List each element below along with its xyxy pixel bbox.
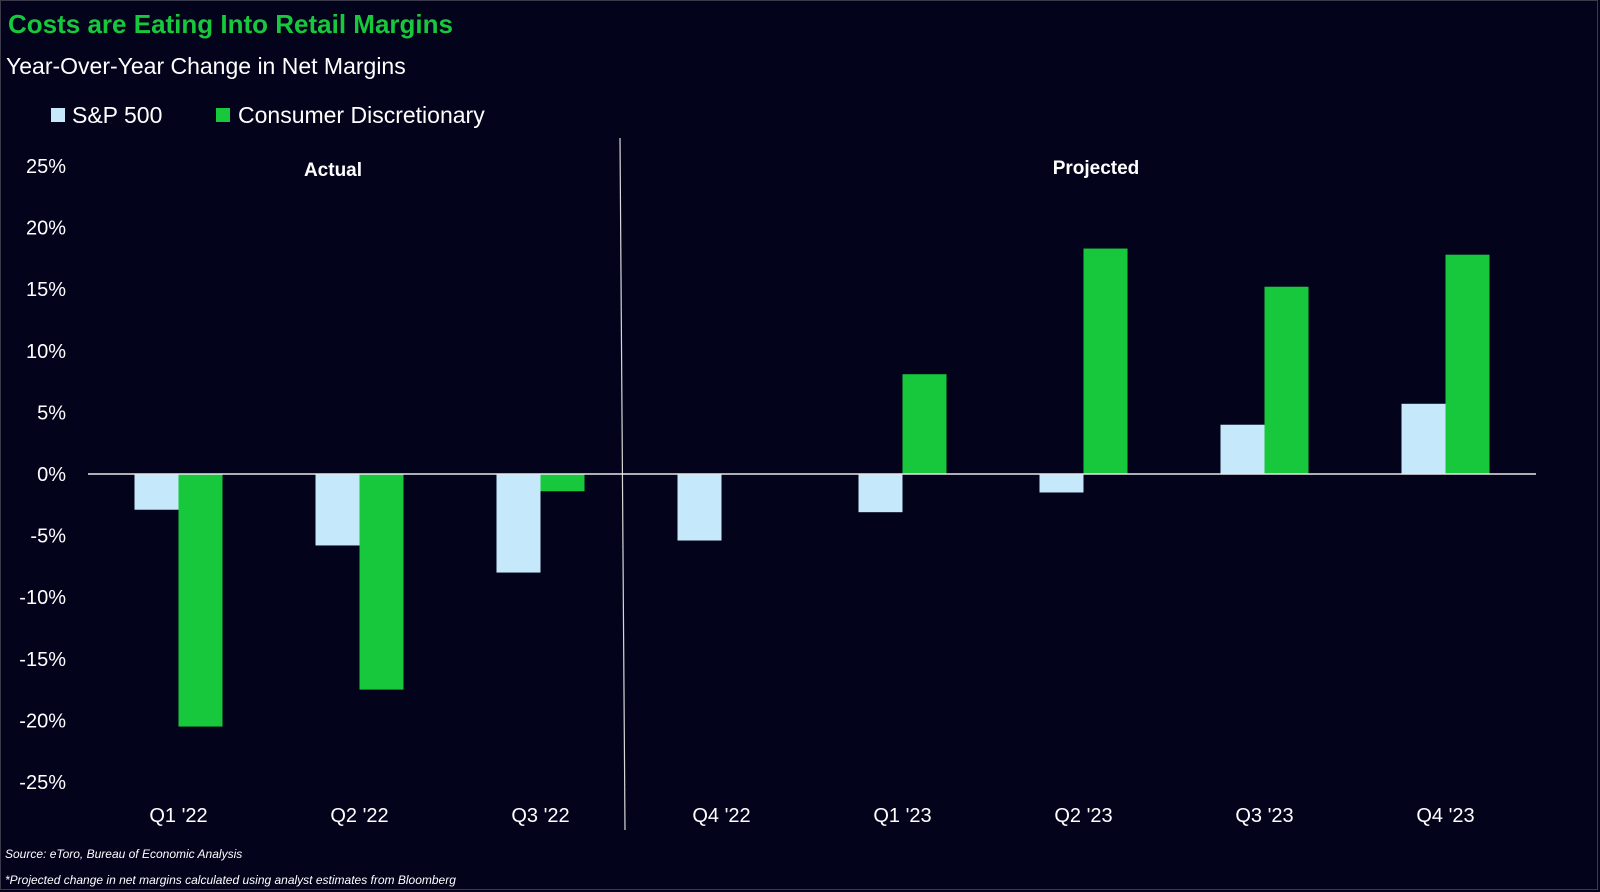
- x-tick-label: Q2 '23: [1054, 805, 1112, 827]
- bar-sp500: [677, 474, 722, 541]
- bar-sp500: [134, 474, 179, 510]
- y-tick-label: -5%: [30, 526, 66, 548]
- actual-projected-divider: [619, 137, 626, 831]
- bar-consumer-discretionary: [178, 474, 223, 727]
- region-label-actual: Actual: [304, 160, 362, 181]
- x-tick-label: Q1 '22: [149, 805, 207, 827]
- bar-sp500: [858, 474, 903, 513]
- chart-title: Costs are Eating Into Retail Margins: [8, 9, 453, 39]
- bar-consumer-discretionary: [359, 474, 404, 690]
- bar-consumer-discretionary: [540, 474, 585, 492]
- x-tick-label: Q3 '22: [511, 805, 569, 827]
- region-labels: Actual Projected: [304, 158, 1139, 181]
- y-tick-label: 0%: [37, 464, 66, 486]
- y-axis: 25% 20% 15% 10% 5% 0% -5% -10% -15% -20% -25%: [19, 156, 66, 794]
- bar-consumer-discretionary: [902, 374, 947, 474]
- region-label-projected: Projected: [1053, 158, 1140, 179]
- legend-swatch-sp500: [51, 108, 65, 122]
- source-note: Source: eToro, Bureau of Economic Analys…: [5, 847, 242, 861]
- legend-label-consumer-discretionary: Consumer Discretionary: [238, 102, 485, 128]
- y-tick-label: -10%: [19, 587, 66, 609]
- x-tick-label: Q3 '23: [1235, 805, 1293, 827]
- bar-sp500: [1220, 424, 1265, 474]
- y-tick-label: -15%: [19, 649, 66, 671]
- legend: S&P 500 Consumer Discretionary: [51, 102, 485, 128]
- legend-swatch-consumer-discretionary: [216, 108, 230, 122]
- x-tick-label: Q1 '23: [873, 805, 931, 827]
- y-tick-label: -25%: [19, 772, 66, 794]
- bar-sp500: [1039, 474, 1084, 493]
- footnote: *Projected change in net margins calcula…: [5, 873, 456, 887]
- y-tick-label: 25%: [26, 156, 66, 178]
- chart-subtitle: Year-Over-Year Change in Net Margins: [6, 53, 406, 79]
- y-tick-label: 15%: [26, 279, 66, 301]
- legend-label-sp500: S&P 500: [72, 102, 162, 128]
- y-tick-label: 5%: [37, 402, 66, 424]
- bar-sp500: [496, 474, 541, 573]
- y-tick-label: 10%: [26, 341, 66, 363]
- x-tick-label: Q4 '22: [692, 805, 750, 827]
- x-tick-label: Q4 '23: [1416, 805, 1474, 827]
- y-tick-label: 20%: [26, 218, 66, 240]
- bar-consumer-discretionary: [1083, 248, 1128, 474]
- bar-sp500: [315, 474, 360, 546]
- bars: [134, 248, 1490, 727]
- bar-consumer-discretionary: [1445, 254, 1490, 474]
- x-tick-label: Q2 '22: [330, 805, 388, 827]
- bar-consumer-discretionary: [1264, 286, 1309, 474]
- y-tick-label: -20%: [19, 710, 66, 732]
- x-axis: Q1 '22 Q2 '22 Q3 '22 Q4 '22 Q1 '23 Q2 '23 Q3 '…: [149, 805, 1474, 827]
- bar-sp500: [1401, 403, 1446, 474]
